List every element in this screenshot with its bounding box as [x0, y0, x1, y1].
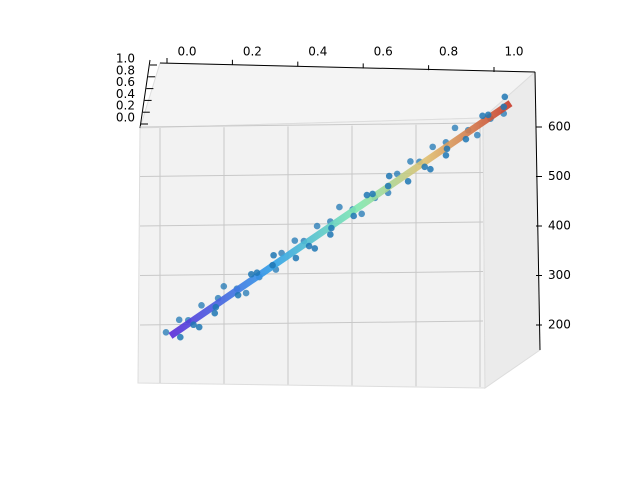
z-tick-label: 500	[548, 169, 571, 183]
grid-line	[139, 172, 484, 177]
point	[363, 191, 371, 199]
point	[484, 111, 492, 119]
point	[358, 210, 366, 218]
point	[404, 177, 412, 185]
point	[462, 135, 470, 143]
point	[442, 152, 450, 159]
point	[384, 182, 392, 190]
y-tick-label: 0.0	[116, 111, 135, 125]
y-tick-label: 1.0	[116, 52, 135, 66]
x-tick-label: 0.4	[308, 45, 327, 59]
z-tick-label: 600	[548, 120, 571, 134]
x-tick-label: 0.2	[243, 45, 262, 59]
point	[451, 124, 459, 132]
y-tick-label: 0.2	[116, 99, 135, 113]
point	[190, 321, 197, 329]
z-tick-label: 300	[548, 268, 571, 282]
point	[162, 329, 170, 336]
point	[292, 254, 300, 262]
point	[177, 333, 184, 341]
grid-line	[139, 122, 484, 128]
y-tick-label: 0.4	[116, 87, 135, 101]
point	[305, 242, 313, 250]
point	[313, 222, 321, 230]
grid-line	[139, 271, 484, 276]
point	[427, 165, 434, 173]
point	[175, 316, 183, 324]
point	[407, 158, 414, 165]
x-axis-line	[159, 62, 536, 73]
point	[211, 309, 219, 317]
point	[443, 145, 451, 153]
point	[474, 131, 481, 139]
fit-surface	[168, 100, 513, 339]
x-tick-label: 0.6	[374, 45, 393, 59]
y-tick-label: 0.6	[116, 75, 135, 89]
point	[291, 237, 299, 244]
x-tick-label: 0.0	[177, 45, 196, 59]
point	[212, 303, 220, 311]
point	[429, 143, 437, 151]
point	[327, 231, 334, 238]
x-tick-label: 1.0	[504, 45, 523, 59]
point	[195, 323, 203, 331]
x-tick-label: 0.8	[439, 45, 458, 59]
point	[270, 251, 277, 259]
point	[369, 190, 376, 198]
point	[421, 163, 429, 171]
z-axis-line	[534, 71, 541, 351]
point	[350, 212, 358, 220]
point	[501, 93, 509, 101]
point	[253, 269, 261, 276]
point	[242, 289, 250, 297]
point	[336, 203, 343, 211]
grid-line	[139, 221, 484, 227]
point	[479, 112, 486, 120]
point	[385, 172, 393, 180]
point	[248, 270, 255, 278]
y-axis-line	[139, 59, 151, 129]
z-tick-label: 200	[548, 318, 571, 332]
y-tick-label: 0.8	[116, 63, 135, 77]
z-tick-label: 400	[548, 219, 571, 233]
point	[198, 301, 205, 309]
point	[269, 261, 276, 269]
point	[220, 282, 228, 290]
point	[234, 291, 242, 299]
grid-line	[139, 320, 484, 326]
point	[311, 245, 319, 252]
point	[328, 224, 335, 232]
point	[500, 103, 508, 111]
